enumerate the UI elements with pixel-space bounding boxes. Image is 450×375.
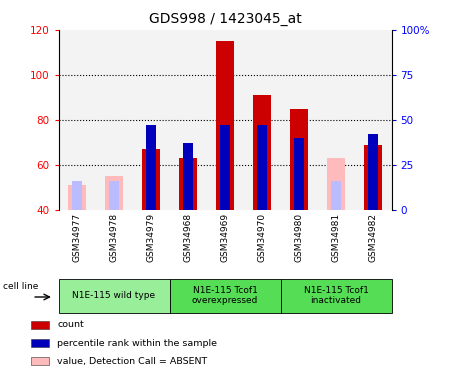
Title: GDS998 / 1423045_at: GDS998 / 1423045_at	[148, 12, 302, 26]
Bar	[253, 95, 271, 210]
Bar	[355, 30, 392, 210]
Text: GSM34981: GSM34981	[332, 213, 341, 262]
Text: N1E-115 Tcof1
inactivated: N1E-115 Tcof1 inactivated	[304, 286, 369, 305]
Text: GSM34978: GSM34978	[109, 213, 118, 262]
Bar	[95, 30, 132, 210]
Text: GSM34969: GSM34969	[220, 213, 230, 262]
Bar	[184, 143, 193, 210]
Bar	[280, 30, 318, 210]
Bar	[31, 339, 50, 347]
Bar	[146, 125, 156, 210]
Bar	[109, 181, 119, 210]
Text: GSM34968: GSM34968	[184, 213, 193, 262]
Bar	[243, 30, 280, 210]
Bar	[220, 125, 230, 210]
Text: cell line: cell line	[3, 282, 38, 291]
Bar	[216, 41, 234, 210]
Text: GSM34980: GSM34980	[294, 213, 303, 262]
Text: value, Detection Call = ABSENT: value, Detection Call = ABSENT	[58, 357, 207, 366]
Bar	[364, 145, 382, 210]
Bar	[179, 158, 197, 210]
Bar	[58, 30, 95, 210]
Text: GSM34979: GSM34979	[147, 213, 156, 262]
FancyBboxPatch shape	[58, 279, 170, 313]
Text: GSM34970: GSM34970	[257, 213, 266, 262]
Bar	[318, 30, 355, 210]
Text: N1E-115 wild type: N1E-115 wild type	[72, 291, 156, 300]
Bar	[142, 149, 160, 210]
Text: GSM34982: GSM34982	[369, 213, 378, 262]
Text: N1E-115 Tcof1
overexpressed: N1E-115 Tcof1 overexpressed	[192, 286, 258, 305]
Bar	[331, 181, 341, 210]
Bar	[207, 30, 243, 210]
Bar	[132, 30, 170, 210]
Bar	[257, 125, 266, 210]
Bar	[31, 357, 50, 365]
Bar	[294, 138, 304, 210]
Bar	[68, 185, 86, 210]
Bar	[31, 321, 50, 329]
Bar	[170, 30, 207, 210]
FancyBboxPatch shape	[170, 279, 280, 313]
Bar	[105, 176, 123, 210]
Text: GSM34977: GSM34977	[72, 213, 81, 262]
FancyBboxPatch shape	[280, 279, 392, 313]
Bar	[290, 109, 308, 210]
Text: percentile rank within the sample: percentile rank within the sample	[58, 339, 217, 348]
Bar	[72, 181, 81, 210]
Bar	[327, 158, 345, 210]
Bar	[369, 134, 378, 210]
Text: count: count	[58, 320, 84, 329]
